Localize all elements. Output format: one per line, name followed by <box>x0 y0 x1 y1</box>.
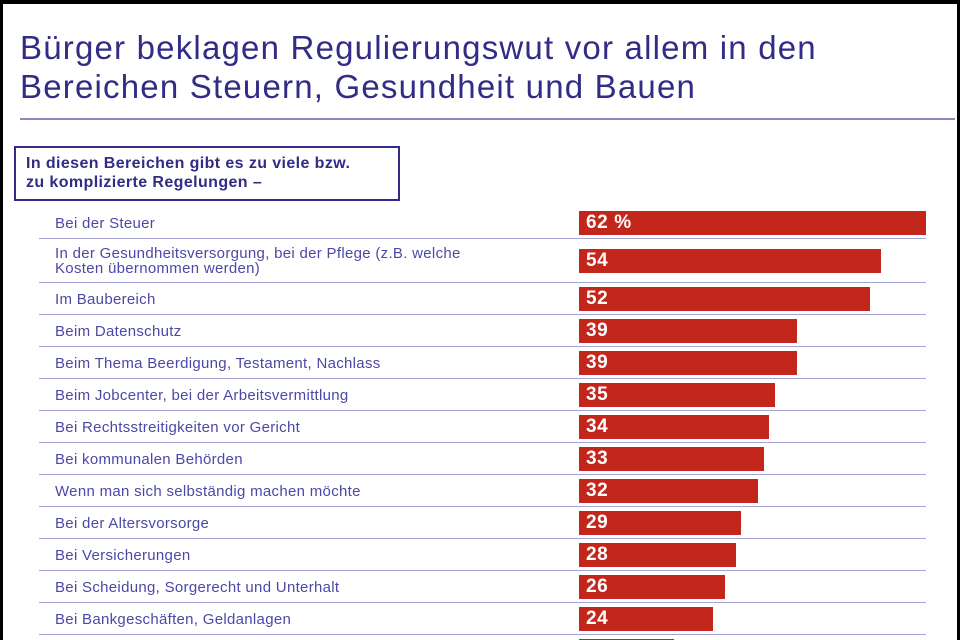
chart-row: Bei der Steuer 62 % <box>39 207 926 239</box>
chart-row: Bei kommunalen Behörden 33 <box>39 443 926 475</box>
intro-box: In diesen Bereichen gibt es zu viele bzw… <box>14 146 400 201</box>
category-label: Bei Rechtsstreitigkeiten vor Gericht <box>55 418 301 436</box>
bar-chart: Bei der Steuer 62 % In der Gesundheitsve… <box>39 207 926 640</box>
value-label: 29 <box>586 512 609 533</box>
value-bar: 24 <box>579 607 714 631</box>
bar-cell: 24 <box>579 607 926 631</box>
chart-row: Bei Rechtsstreitigkeiten vor Gericht 34 <box>39 411 926 443</box>
chart-row: Bei Scheidung, Sorgerecht und Unterhalt … <box>39 571 926 603</box>
bar-cell: 29 <box>579 511 926 535</box>
category-label: Wenn man sich selbständig machen möchte <box>55 482 361 500</box>
value-label: 26 <box>586 576 609 597</box>
intro-box-text: In diesen Bereichen gibt es zu viele bzw… <box>26 155 351 191</box>
chart-row: Bei der Altersvorsorge 29 <box>39 507 926 539</box>
page-title: Bürger beklagen Regulierungswut vor alle… <box>20 29 817 105</box>
bar-cell: 35 <box>579 383 926 407</box>
value-bar: 34 <box>579 415 770 439</box>
category-label: Bei der Steuer <box>55 214 156 232</box>
category-label: Bei der Altersvorsorge <box>55 514 210 532</box>
bar-cell: 39 <box>579 319 926 343</box>
value-label: 28 <box>586 544 609 565</box>
bar-cell: 28 <box>579 543 926 567</box>
chart-row: Beim Thema Beerdigung, Testament, Nachla… <box>39 347 926 379</box>
bar-cell: 34 <box>579 415 926 439</box>
chart-row: Bei Versicherungen 28 <box>39 539 926 571</box>
title-divider <box>20 118 955 120</box>
category-label: Bei kommunalen Behörden <box>55 450 243 468</box>
bar-cell: 52 <box>579 287 926 311</box>
value-bar: 29 <box>579 511 742 535</box>
value-bar: 33 <box>579 447 764 471</box>
category-label: Beim Thema Beerdigung, Testament, Nachla… <box>55 354 381 372</box>
bar-cell: 39 <box>579 351 926 375</box>
category-label: Beim Datenschutz <box>55 322 182 340</box>
bar-cell: 54 <box>579 249 926 273</box>
bar-cell: 32 <box>579 479 926 503</box>
value-label: 32 <box>586 480 609 501</box>
value-label: 54 <box>586 250 609 271</box>
chart-row: Im Baubereich 52 <box>39 283 926 315</box>
category-label: Im Baubereich <box>55 290 156 308</box>
value-bar: 28 <box>579 543 736 567</box>
bar-cell: 26 <box>579 575 926 599</box>
value-label: 62 % <box>586 212 632 233</box>
category-label: Beim Jobcenter, bei der Arbeitsvermittlu… <box>55 386 349 404</box>
category-label: Bei Scheidung, Sorgerecht und Unterhalt <box>55 578 340 596</box>
value-bar: 32 <box>579 479 759 503</box>
value-label: 39 <box>586 352 609 373</box>
value-bar: 39 <box>579 351 798 375</box>
chart-row: Bei Bankgeschäften, Geldanlagen 24 <box>39 603 926 635</box>
chart-row: Beim Datenschutz 39 <box>39 315 926 347</box>
category-label: In der Gesundheitsversorgung, bei der Pf… <box>55 245 461 277</box>
category-label: Bei Versicherungen <box>55 546 191 564</box>
chart-row: Beim Jobcenter, bei der Arbeitsvermittlu… <box>39 379 926 411</box>
value-label: 52 <box>586 288 609 309</box>
bar-cell: 62 % <box>579 211 926 235</box>
value-label: 34 <box>586 416 609 437</box>
value-bar: 35 <box>579 383 775 407</box>
value-bar: 26 <box>579 575 725 599</box>
chart-row: Wenn man sich selbständig machen möchte … <box>39 475 926 507</box>
bar-cell: 33 <box>579 447 926 471</box>
value-bar: 52 <box>579 287 871 311</box>
chart-row <box>39 635 926 640</box>
value-label: 35 <box>586 384 609 405</box>
value-bar: 39 <box>579 319 798 343</box>
value-bar: 54 <box>579 249 882 273</box>
value-label: 39 <box>586 320 609 341</box>
chart-row: In der Gesundheitsversorgung, bei der Pf… <box>39 239 926 283</box>
value-label: 24 <box>586 608 609 629</box>
value-bar: 62 % <box>579 211 926 235</box>
category-label: Bei Bankgeschäften, Geldanlagen <box>55 610 292 628</box>
value-label: 33 <box>586 448 609 469</box>
